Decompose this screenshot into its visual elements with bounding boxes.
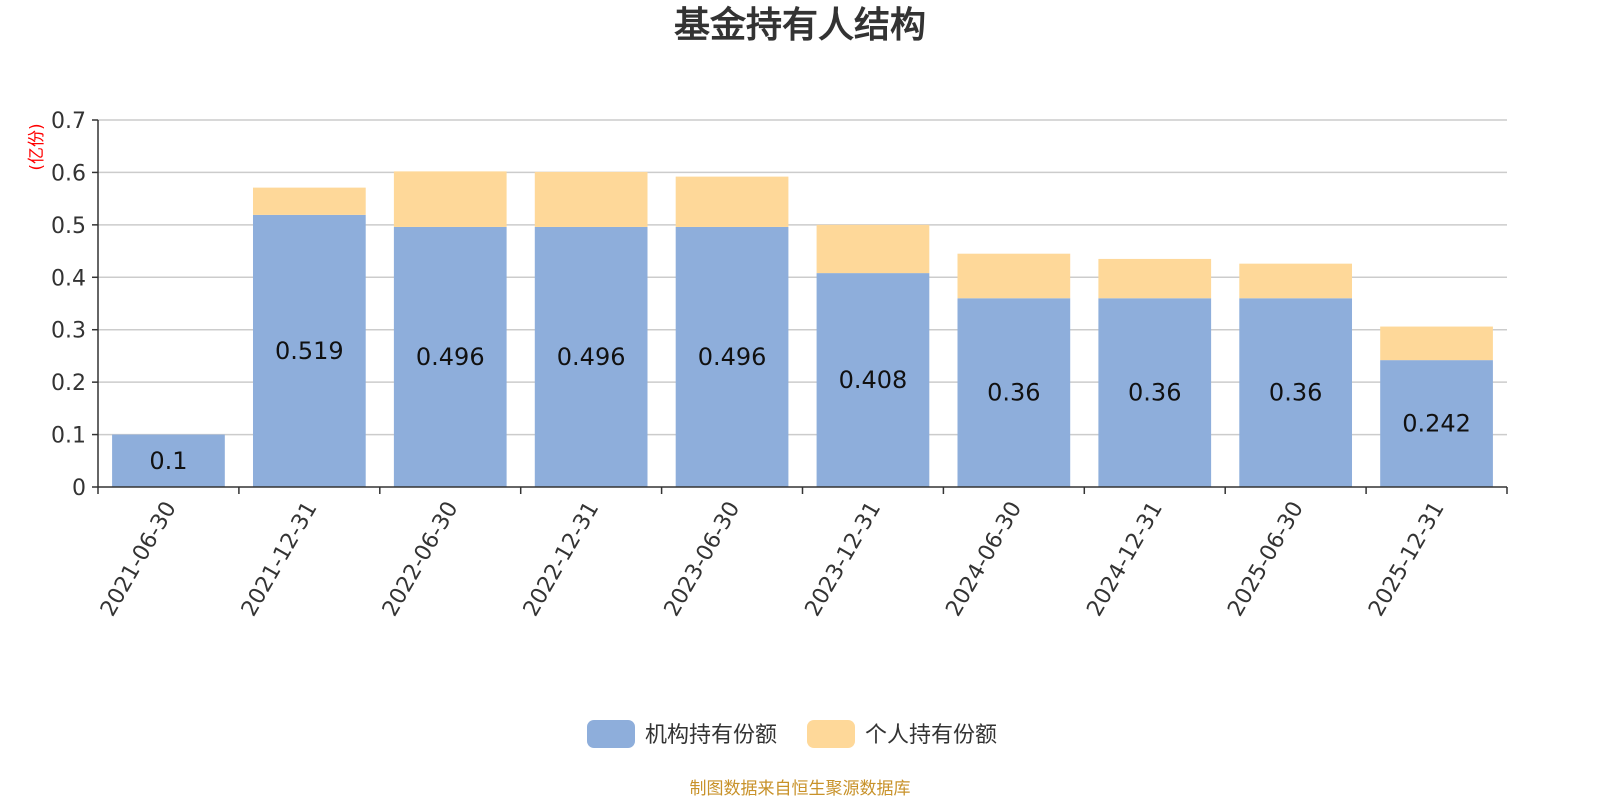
y-tick-label: 0.6 [51,161,86,186]
chart-title: 基金持有人结构 [674,4,926,46]
y-tick-label: 0.3 [51,319,86,344]
legend-label-institutional[interactable]: 机构持有份额 [645,723,777,748]
bar-value-label: 0.36 [1128,379,1181,407]
bar-individual[interactable] [1098,258,1212,299]
bar-individual[interactable] [1239,263,1353,299]
x-tick-label: 2022-12-31 [519,498,605,621]
bar-institutional[interactable] [1380,360,1493,487]
x-tick-label: 2023-12-31 [801,498,887,621]
bar-institutional[interactable] [1098,298,1212,487]
bar-value-label: 0.1 [149,447,187,475]
y-tick-label: 0.4 [51,266,86,291]
bar-institutional[interactable] [675,226,789,487]
bar-value-label: 0.408 [839,366,908,394]
bar-layer [112,171,1493,487]
label-layer: 0.1 0.519 0.496 0.496 0.496 0.408 0.36 0.36 0.36… [149,337,1471,475]
legend-swatch-individual[interactable] [807,720,855,748]
x-tick-label: 2022-06-30 [378,498,464,621]
data-source-note: 制图数据来自恒生聚源数据库 [690,779,911,799]
bar-institutional[interactable] [112,434,225,487]
bar-value-label: 0.519 [275,337,344,365]
bar-institutional[interactable] [252,214,366,487]
bar-institutional[interactable] [534,226,648,487]
legend-swatch-institutional[interactable] [587,720,635,748]
legend-label-individual[interactable]: 个人持有份额 [865,723,997,748]
bar-value-label: 0.36 [987,379,1040,407]
y-tick-label: 0.1 [51,424,86,449]
x-tick-label: 2024-06-30 [941,498,1027,621]
x-tick-label: 2024-12-31 [1082,498,1168,621]
x-tick-label: 2023-06-30 [660,498,746,621]
y-tick-label: 0.2 [51,371,86,396]
legend: 机构持有份额 个人持有份额 [587,720,997,748]
bar-individual[interactable] [393,171,507,227]
bar-individual[interactable] [1380,326,1493,361]
bar-individual[interactable] [252,187,366,215]
x-tick-label: 2021-12-31 [237,498,323,621]
bar-value-label: 0.496 [416,343,485,371]
bar-institutional[interactable] [957,298,1071,487]
bar-value-label: 0.496 [557,343,626,371]
y-tick-label: 0.7 [51,109,86,134]
x-tick-label: 2025-12-31 [1364,498,1450,621]
y-axis-unit-label: (亿份) [27,123,47,170]
bar-individual[interactable] [816,224,930,274]
x-tick-label: 2025-06-30 [1223,498,1309,621]
bar-individual[interactable] [675,176,789,227]
bar-value-label: 0.36 [1269,379,1322,407]
bar-individual[interactable] [534,171,648,227]
bar-institutional[interactable] [816,273,930,487]
bar-individual[interactable] [957,253,1071,299]
y-tick-label: 0 [72,476,86,501]
y-tick-label: 0.5 [51,214,86,239]
bar-value-label: 0.496 [698,343,767,371]
bar-institutional[interactable] [1239,298,1353,487]
bar-value-label: 0.242 [1402,410,1471,438]
x-tick-label: 2021-06-30 [96,498,182,621]
bar-institutional[interactable] [393,226,507,487]
